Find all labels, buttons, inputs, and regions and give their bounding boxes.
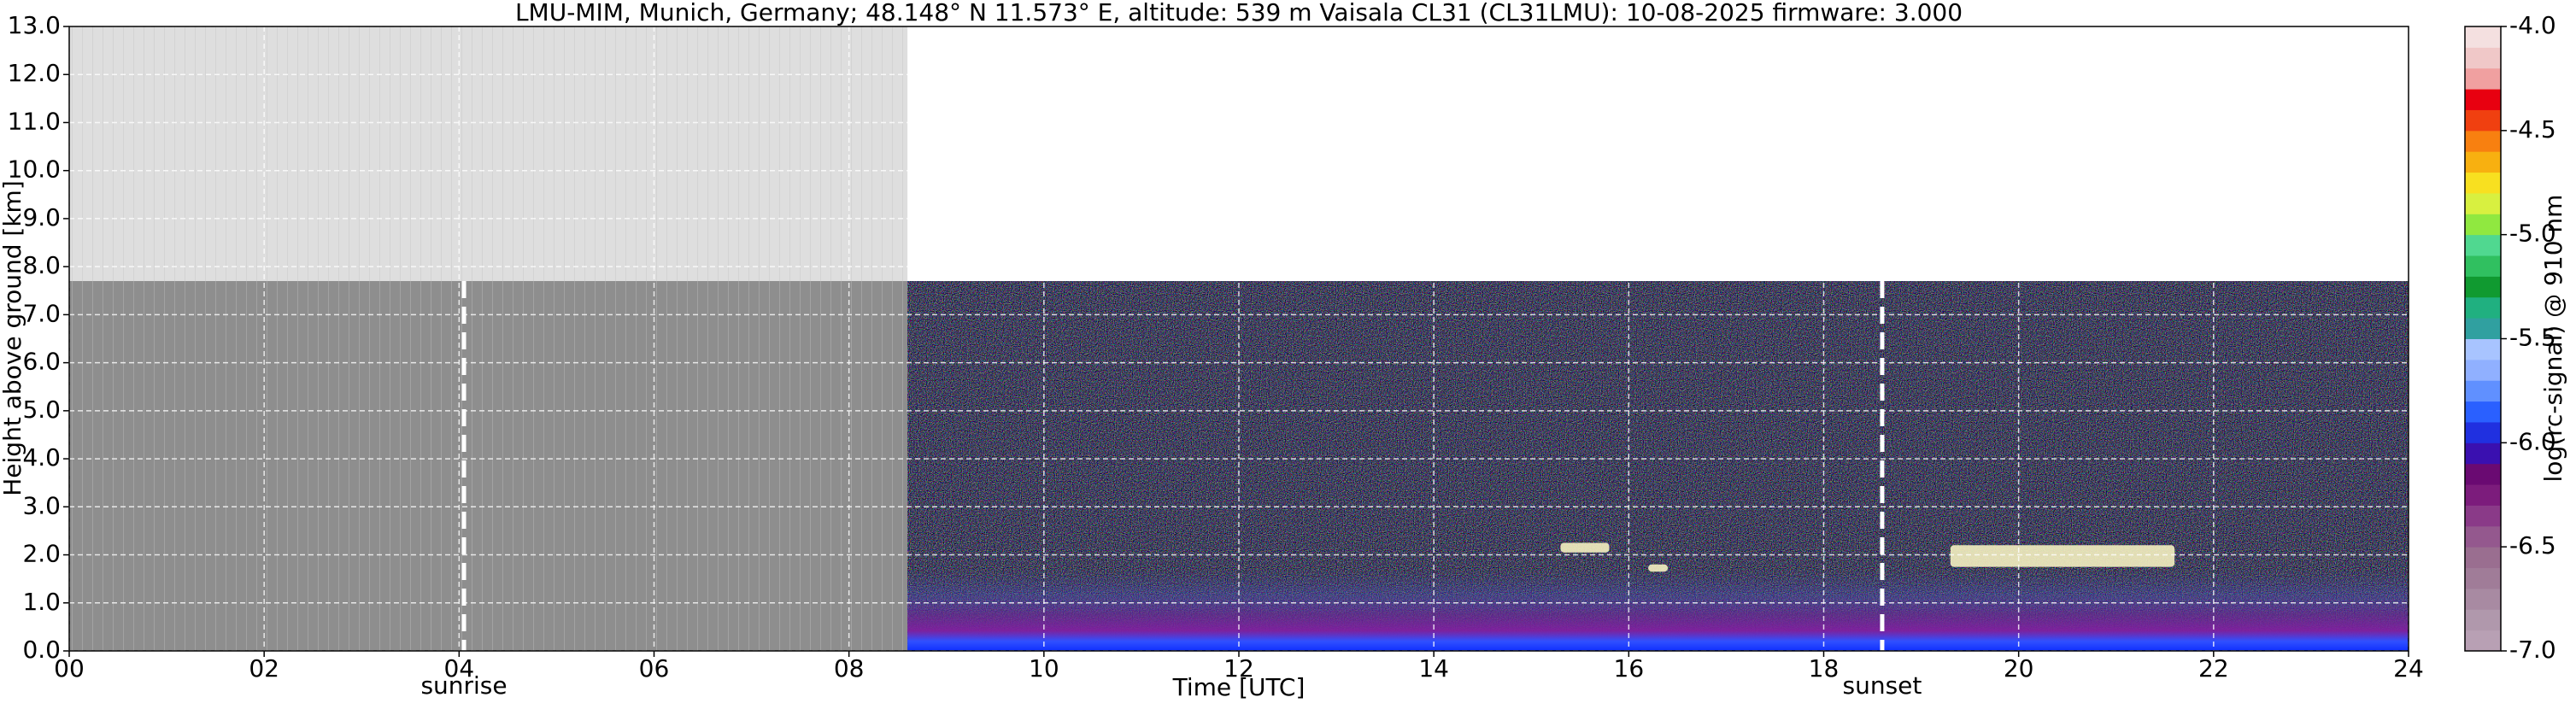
colorbar-segment: [2465, 630, 2501, 652]
x-tick-label: 22: [2198, 654, 2229, 683]
colorbar-segment: [2465, 109, 2501, 132]
colorbar-segment: [2465, 547, 2501, 569]
colorbar-segment: [2465, 588, 2501, 610]
colorbar-segment: [2465, 47, 2501, 69]
colorbar-segment: [2465, 26, 2501, 48]
y-tick-label: 2.0: [22, 540, 61, 568]
colorbar-segment: [2465, 359, 2501, 381]
y-tick-label: 4.0: [22, 443, 61, 472]
cloud-layer: [1560, 542, 1610, 553]
x-axis-label: Time [UTC]: [1172, 673, 1306, 701]
colorbar-segment: [2465, 380, 2501, 402]
colorbar-tick-label: -4.5: [2509, 115, 2556, 144]
colorbar-segment: [2465, 172, 2501, 194]
y-tick-label: 8.0: [22, 251, 61, 279]
colorbar-tick-label: -4.0: [2509, 11, 2556, 39]
colorbar-segment: [2465, 214, 2501, 236]
colorbar-segment: [2465, 442, 2501, 465]
colorbar-segment: [2465, 421, 2501, 443]
colorbar-tick-label: -5.0: [2509, 220, 2556, 248]
x-tick-label: 20: [2004, 654, 2034, 683]
no-data-stripes: [69, 281, 908, 651]
y-tick-label: 12.0: [8, 59, 61, 87]
colorbar-segment: [2465, 318, 2501, 339]
no-data-stripes: [69, 26, 908, 282]
colorbar-segment: [2465, 338, 2501, 360]
colorbar-segment: [2465, 401, 2501, 423]
boundary-layer: [907, 569, 2409, 651]
x-tick-label: 04: [444, 654, 475, 683]
x-tick-label: 16: [1614, 654, 1645, 683]
colorbar-segment: [2465, 234, 2501, 256]
annotation-label: sunset: [1843, 671, 1922, 700]
annotation-label: sunrise: [420, 671, 507, 700]
cloud-layer: [1950, 545, 2175, 567]
y-tick-label: 3.0: [22, 491, 61, 519]
x-tick-label: 18: [1809, 654, 1840, 683]
y-tick-label: 10.0: [8, 155, 61, 184]
x-tick-label: 14: [1418, 654, 1449, 683]
colorbar-tick-label: -7.0: [2509, 636, 2556, 664]
colorbar-segment: [2465, 130, 2501, 152]
colorbar-tick-label: -6.5: [2509, 531, 2556, 560]
y-tick-label: 7.0: [22, 299, 61, 327]
x-tick-label: 24: [2393, 654, 2424, 683]
colorbar-tick-label: -6.0: [2509, 427, 2556, 455]
x-tick-label: 12: [1223, 654, 1254, 683]
colorbar-segment: [2465, 484, 2501, 506]
y-tick-label: 5.0: [22, 396, 61, 424]
y-tick-label: 13.0: [8, 11, 61, 39]
colorbar-segment: [2465, 89, 2501, 110]
x-tick-label: 00: [54, 654, 85, 683]
x-tick-label: 08: [834, 654, 865, 683]
colorbar-segment: [2465, 276, 2501, 298]
colorbar-segment: [2465, 609, 2501, 631]
y-tick-label: 9.0: [22, 203, 61, 231]
y-axis-label: Height above ground [km]: [0, 180, 26, 496]
cloud-layer: [1648, 564, 1668, 572]
colorbar-segment: [2465, 505, 2501, 527]
y-tick-label: 11.0: [8, 107, 61, 135]
colorbar-tick-label: -5.5: [2509, 324, 2556, 352]
x-tick-label: 02: [249, 654, 279, 683]
colorbar-segment: [2465, 255, 2501, 277]
colorbar-segment: [2465, 463, 2501, 485]
y-tick-label: 6.0: [22, 348, 61, 376]
colorbar-label: log(rc-signal) @ 910 nm: [2539, 195, 2567, 483]
y-tick-label: 1.0: [22, 588, 61, 616]
x-tick-label: 10: [1029, 654, 1059, 683]
colorbar-segment: [2465, 192, 2501, 214]
colorbar-segment: [2465, 525, 2501, 548]
colorbar-segment: [2465, 151, 2501, 173]
x-tick-label: 06: [639, 654, 670, 683]
colorbar-segment: [2465, 567, 2501, 589]
colorbar-segment: [2465, 67, 2501, 90]
colorbar-segment: [2465, 296, 2501, 319]
y-tick-label: 0.0: [22, 636, 61, 664]
chart-title: LMU-MIM, Munich, Germany; 48.148° N 11.5…: [515, 0, 1963, 26]
plot-frame: [68, 26, 2409, 652]
